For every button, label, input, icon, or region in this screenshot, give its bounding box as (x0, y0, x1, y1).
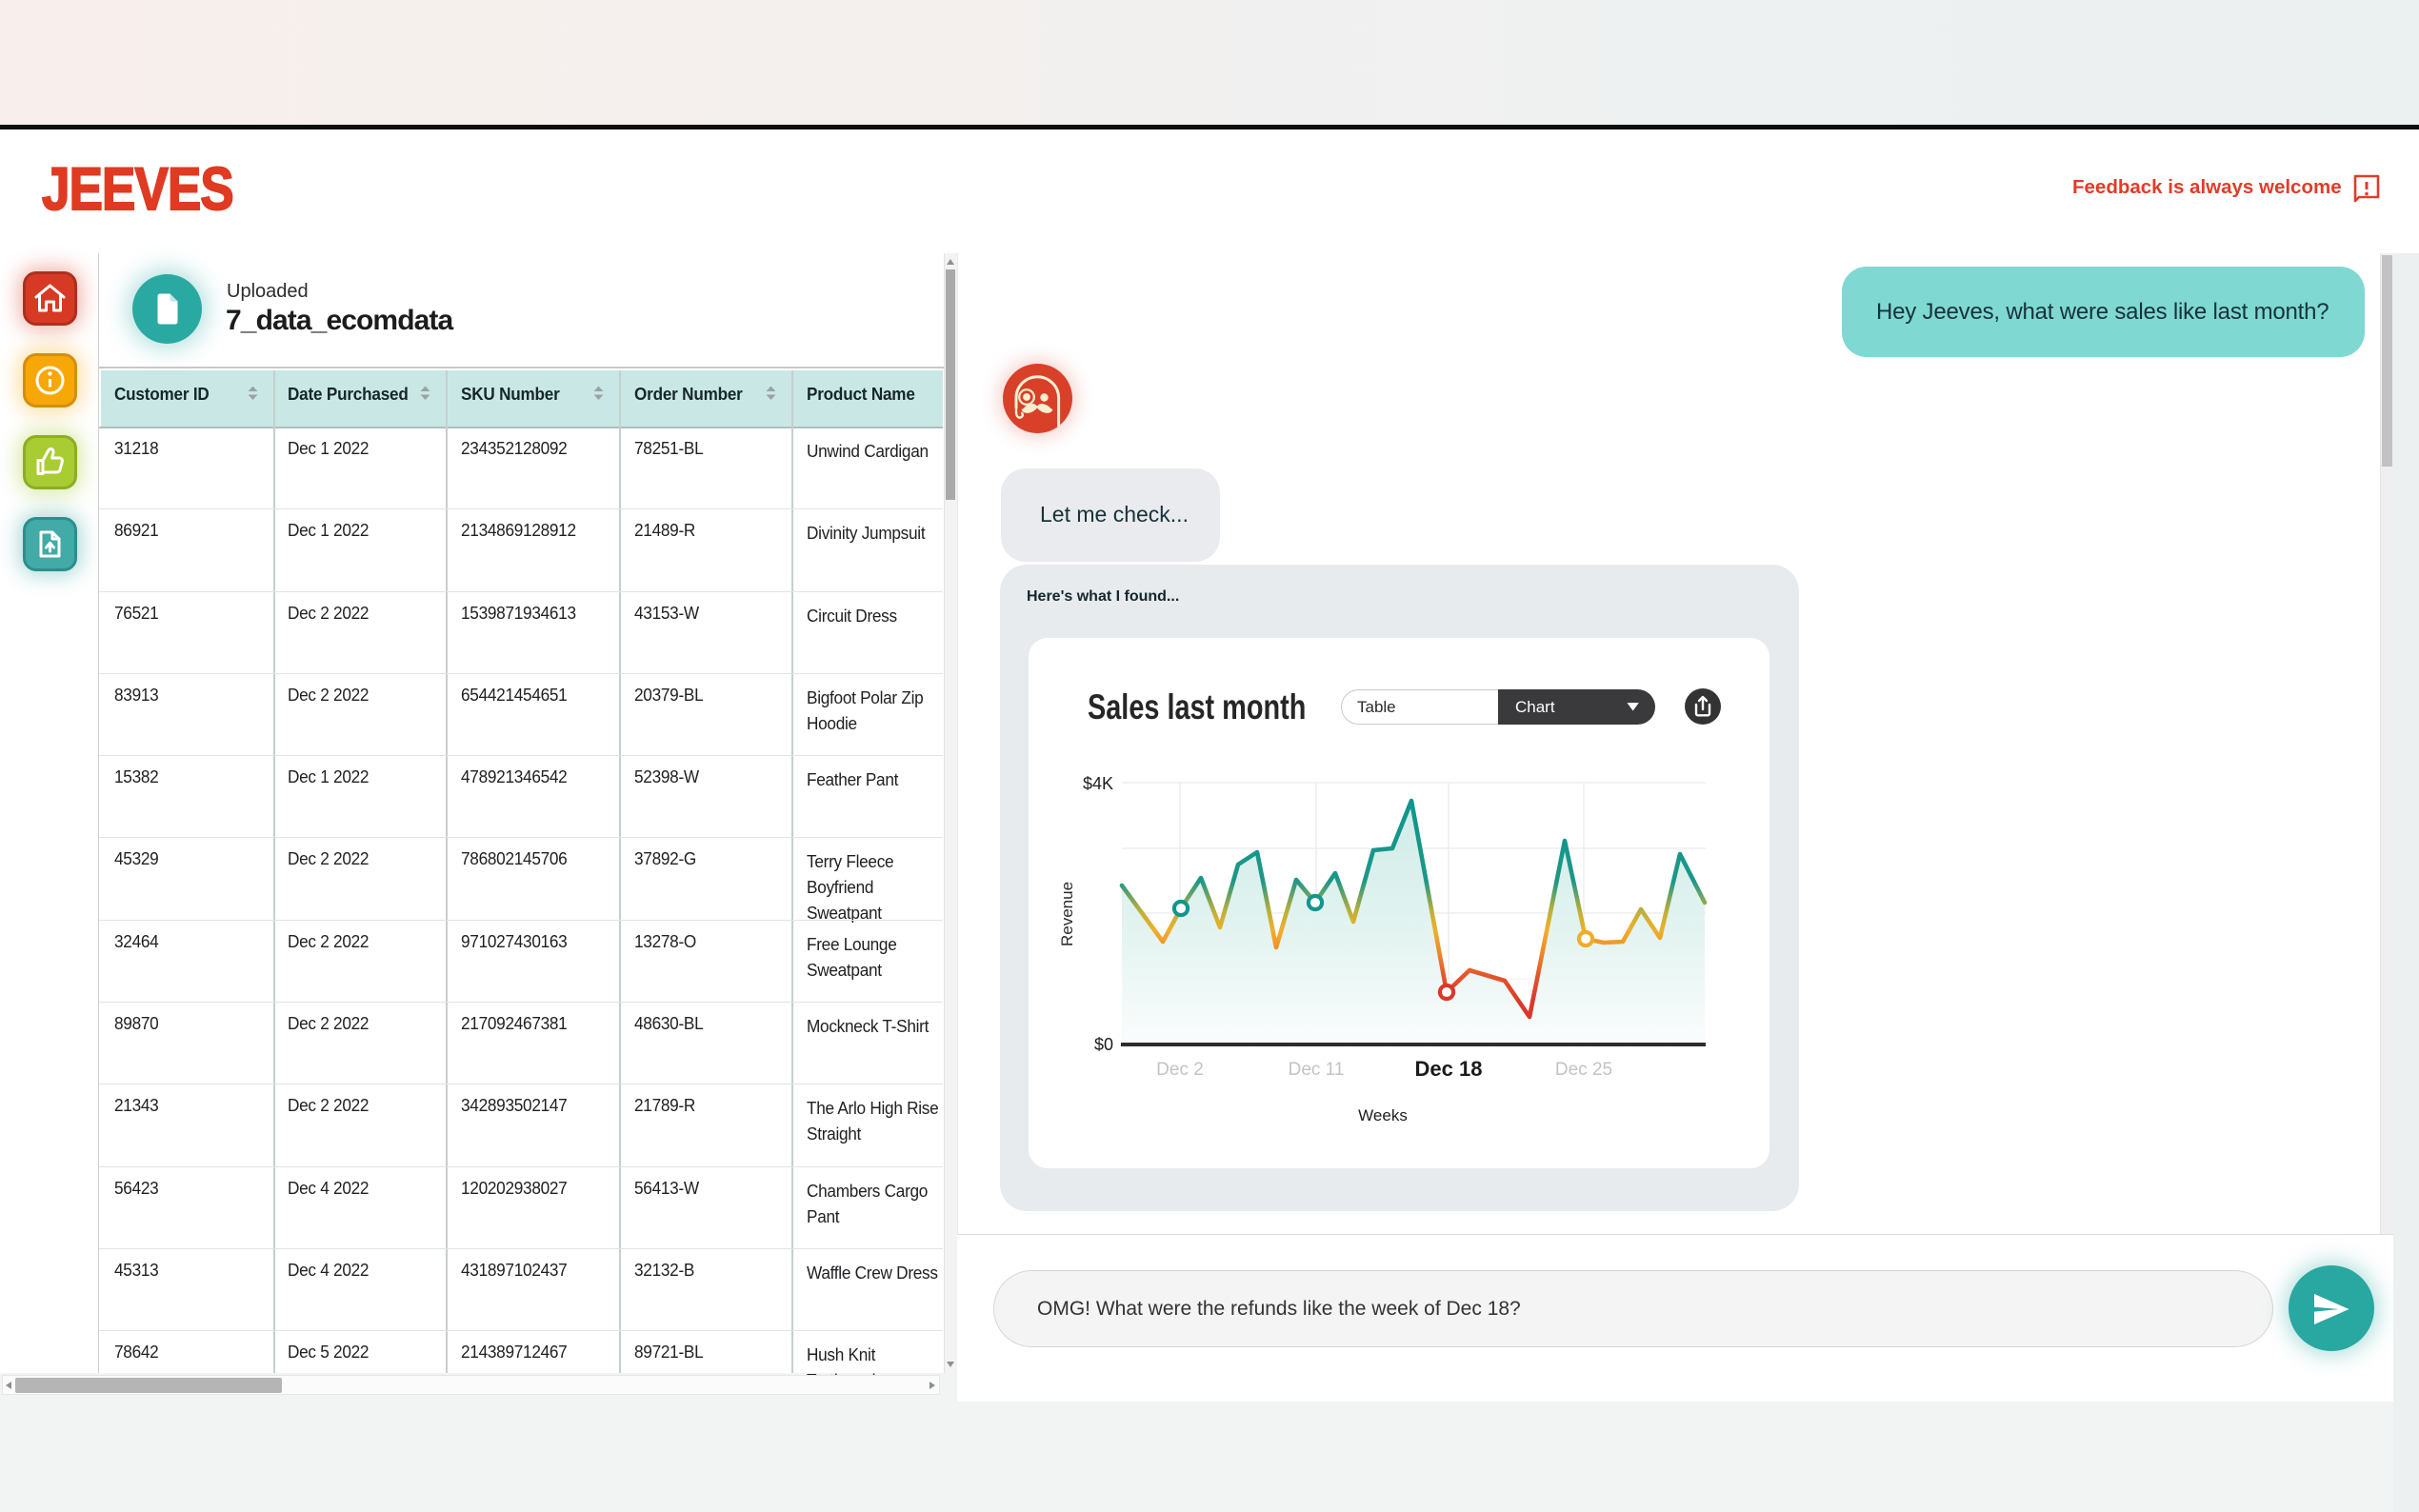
svg-text:$4K: $4K (1083, 774, 1113, 793)
svg-text:Dec 11: Dec 11 (1289, 1060, 1345, 1080)
svg-text:Dec 25: Dec 25 (1555, 1060, 1612, 1080)
svg-text:Dec 2: Dec 2 (1156, 1060, 1204, 1080)
svg-text:Dec 18: Dec 18 (1415, 1057, 1483, 1081)
svg-text:$0: $0 (1094, 1035, 1113, 1054)
svg-text:Weeks: Weeks (1358, 1106, 1408, 1124)
svg-text:Revenue: Revenue (1058, 882, 1076, 946)
